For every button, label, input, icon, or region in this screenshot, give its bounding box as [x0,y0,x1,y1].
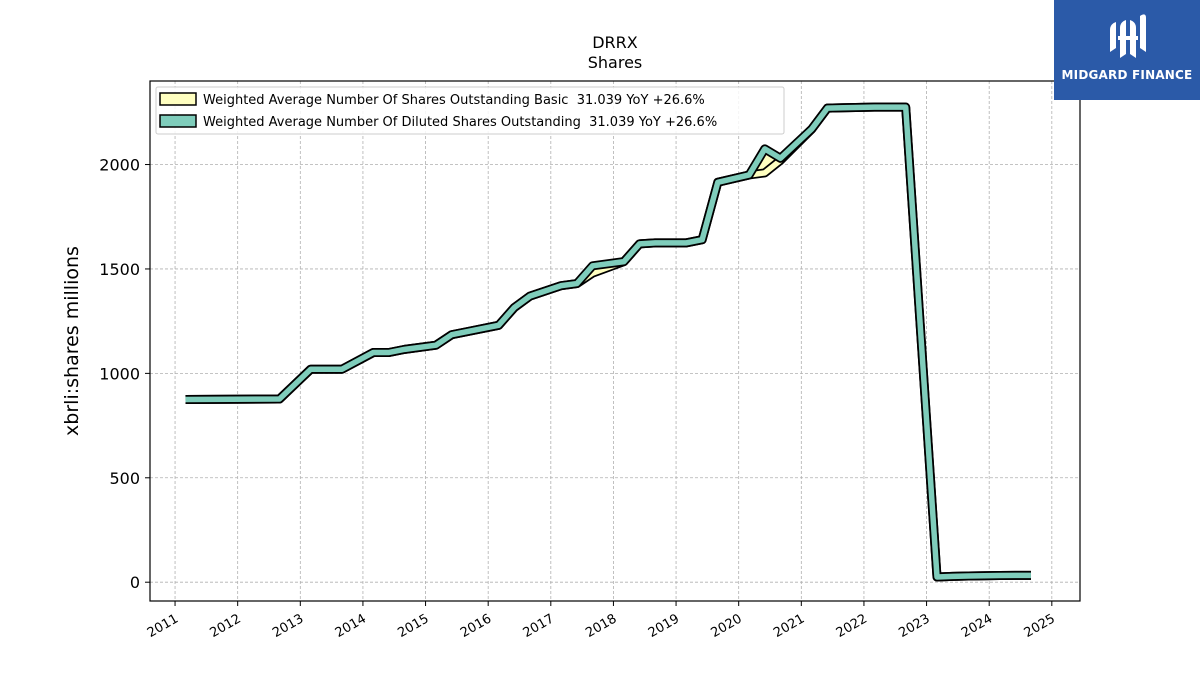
y-tick-label: 2000 [99,156,140,175]
x-tick-label: 2012 [208,611,244,641]
x-tick-label: 2014 [333,611,369,641]
legend-swatch-diluted [159,114,197,128]
legend: Weighted Average Number Of Shares Outsta… [155,86,785,135]
series-diluted-outline [185,102,1031,582]
midgard-logo-icon [1110,14,1146,58]
series-basic-outline [185,102,1031,582]
midgard-finance-logo: MIDGARD FINANCE [1054,0,1200,100]
x-tick-label: 2017 [521,611,557,641]
x-tick-label: 2015 [395,611,431,641]
y-tick-label: 0 [130,573,140,592]
x-tick-label: 2024 [959,611,995,641]
legend-box [155,86,785,135]
chart-title: DRRX [592,33,638,52]
series-basic-line [185,104,1031,580]
y-tick-label: 1500 [99,260,140,279]
x-tick-label: 2018 [583,611,619,641]
x-tick-label: 2023 [896,611,932,641]
x-tick-label: 2022 [834,611,870,641]
x-tick-label: 2016 [458,611,494,641]
x-axis-ticks: 2011 2012 2013 2014 2015 2016 2017 2018 2019 2020… [145,601,1058,641]
x-tick-label: 2019 [646,611,682,641]
plot-frame [149,80,1081,602]
series-layer [185,102,1031,582]
grid-lines [150,81,1080,601]
y-axis-ticks: 0 500 1000 1500 2000 [99,156,150,592]
x-tick-label: 2025 [1022,611,1058,641]
x-tick-label: 2013 [270,611,306,641]
y-tick-label: 1000 [99,364,140,383]
x-tick-label: 2021 [771,611,807,641]
legend-swatch-basic [159,92,197,106]
x-tick-label: 2020 [709,611,745,641]
y-tick-label: 500 [109,469,140,488]
legend-label-diluted: Weighted Average Number Of Diluted Share… [203,115,717,130]
y-axis-label: xbrli:shares millions [61,246,83,436]
legend-label-basic: Weighted Average Number Of Shares Outsta… [203,93,705,108]
series-gap-fill [185,106,1031,578]
logo-text: MIDGARD FINANCE [1061,68,1193,82]
series-diluted-line [185,104,1031,580]
x-tick-label: 2011 [145,611,181,641]
chart-subtitle: Shares [588,53,643,72]
